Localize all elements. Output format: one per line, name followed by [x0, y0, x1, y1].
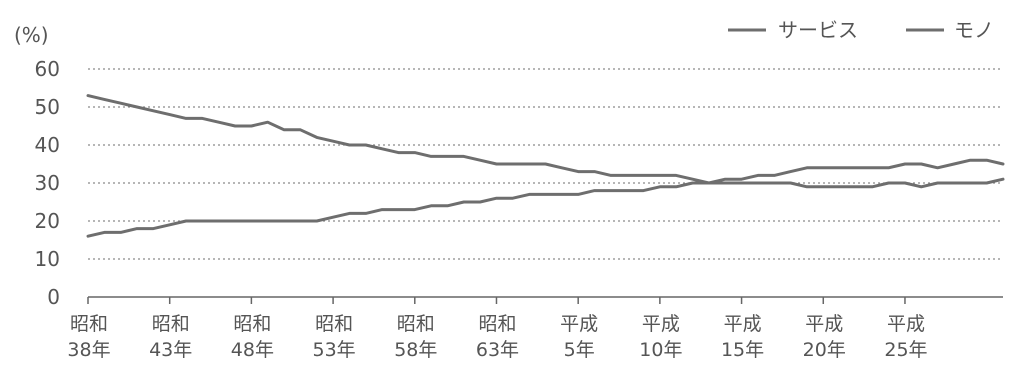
x-tick-label-era: 平成 — [724, 313, 762, 335]
y-tick-label: 60 — [35, 57, 60, 81]
series-line-service — [86, 158, 1005, 238]
x-tick-label-era: 昭和 — [152, 313, 190, 335]
legend: サービス モノ — [728, 18, 994, 42]
y-axis-unit-label: (%) — [14, 23, 49, 47]
x-tick-label-year: 38年 — [67, 339, 110, 361]
legend-label-goods: モノ — [954, 18, 994, 42]
x-tick-label-year: 15年 — [721, 339, 764, 361]
x-axis: 昭和 38年 昭和 43年 昭和 48年 昭和 53年 昭和 58年 昭和 63年 平成 5年 平成 10年 平… — [67, 296, 1003, 361]
y-tick-label: 50 — [35, 95, 60, 119]
x-tick-label-era: 昭和 — [70, 313, 108, 335]
x-tick-label-year: 5年 — [564, 339, 595, 361]
x-tick-label-year: 20年 — [803, 339, 846, 361]
x-tick-label-era: 平成 — [642, 313, 680, 335]
series-lines — [86, 94, 1005, 238]
x-tick-label-era: 昭和 — [315, 313, 353, 335]
x-tick-label-era: 平成 — [887, 313, 925, 335]
legend-label-service: サービス — [778, 18, 858, 42]
y-tick-label: 40 — [35, 133, 60, 157]
y-axis: 0 10 20 30 40 50 60 — [35, 57, 60, 309]
x-tick-label-year: 25年 — [884, 339, 927, 361]
x-tick-label-year: 58年 — [394, 339, 437, 361]
y-tick-label: 0 — [47, 285, 60, 309]
x-tick-label-era: 平成 — [805, 313, 843, 335]
x-tick-label-year: 48年 — [231, 339, 274, 361]
x-tick-label-year: 10年 — [639, 339, 682, 361]
series-line-goods — [86, 94, 1005, 189]
x-tick-label-era: 昭和 — [478, 313, 516, 335]
y-tick-label: 20 — [35, 209, 60, 233]
x-tick-label-year: 53年 — [312, 339, 355, 361]
x-tick-label-year: 43年 — [149, 339, 192, 361]
x-tick-label-year: 63年 — [476, 339, 519, 361]
x-tick-label-era: 平成 — [560, 313, 598, 335]
x-tick-label-era: 昭和 — [233, 313, 271, 335]
x-tick-label-era: 昭和 — [397, 313, 435, 335]
y-tick-label: 30 — [35, 171, 60, 195]
y-tick-label: 10 — [35, 247, 60, 271]
